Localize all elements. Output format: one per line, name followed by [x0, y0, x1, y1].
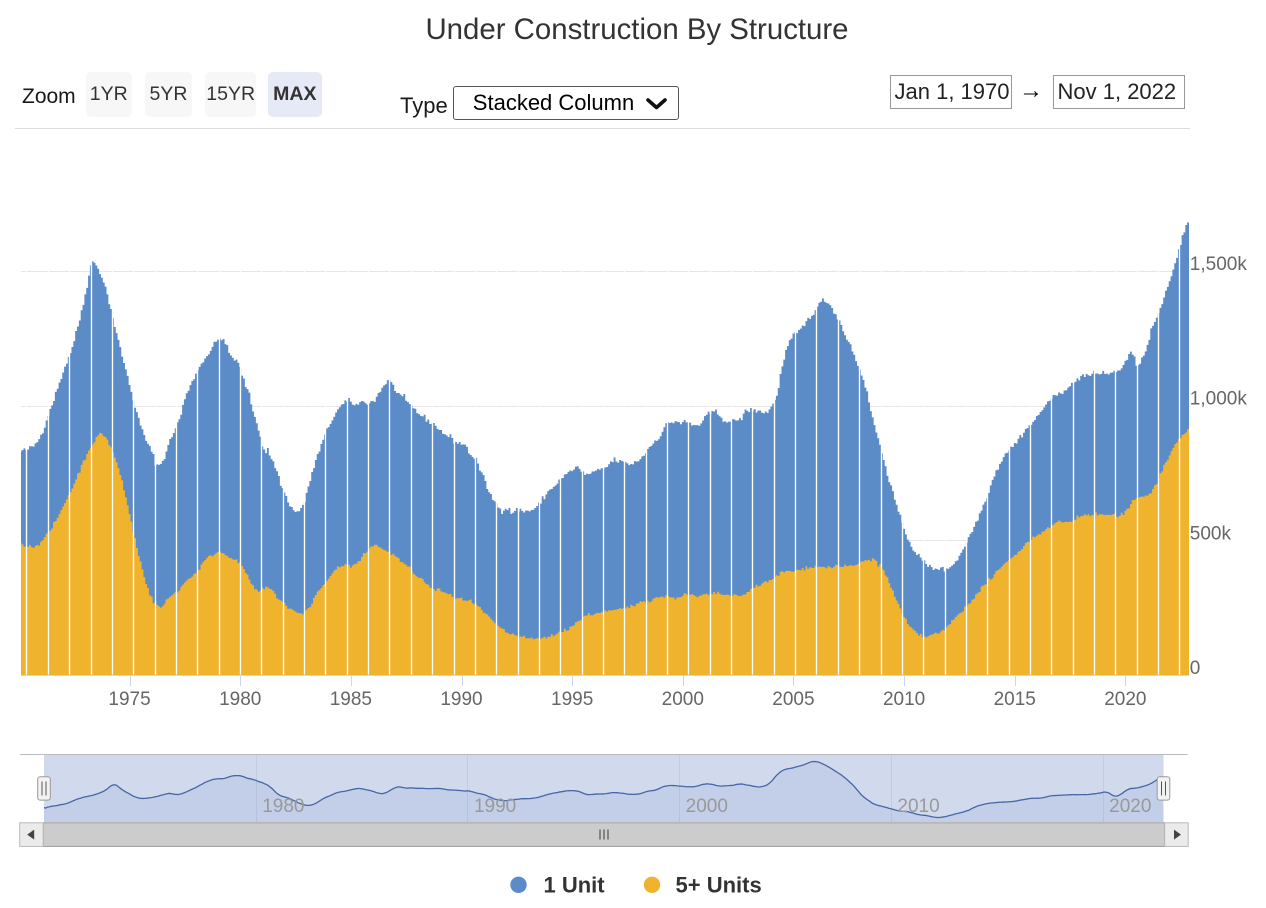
svg-text:1980: 1980	[219, 689, 261, 710]
svg-text:1995: 1995	[551, 689, 593, 710]
svg-text:1,500k: 1,500k	[1190, 254, 1248, 275]
svg-text:1990: 1990	[474, 796, 516, 817]
svg-text:500k: 500k	[1190, 523, 1232, 544]
svg-text:1985: 1985	[330, 689, 372, 710]
svg-text:2000: 2000	[662, 689, 704, 710]
svg-text:2010: 2010	[897, 796, 939, 817]
svg-text:1990: 1990	[440, 689, 482, 710]
svg-text:2005: 2005	[772, 689, 814, 710]
svg-text:0: 0	[1190, 658, 1201, 679]
svg-text:1980: 1980	[262, 796, 304, 817]
svg-text:2010: 2010	[883, 689, 925, 710]
svg-text:1,000k: 1,000k	[1190, 389, 1248, 410]
svg-text:5+ Units: 5+ Units	[676, 873, 762, 898]
svg-text:1 Unit: 1 Unit	[544, 873, 606, 898]
svg-text:2000: 2000	[686, 796, 728, 817]
svg-text:2020: 2020	[1109, 796, 1151, 817]
svg-text:2015: 2015	[994, 689, 1036, 710]
svg-text:1975: 1975	[108, 689, 150, 710]
svg-text:2020: 2020	[1104, 689, 1146, 710]
